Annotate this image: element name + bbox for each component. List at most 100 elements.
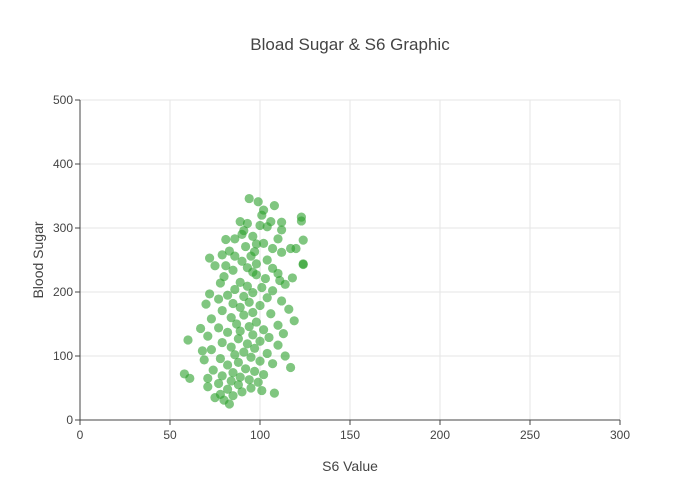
scatter-point[interactable] [223, 384, 233, 394]
scatter-point[interactable] [223, 360, 233, 370]
scatter-point[interactable] [298, 235, 308, 245]
scatter-point[interactable] [280, 279, 290, 289]
scatter-point[interactable] [277, 225, 287, 235]
scatter-point[interactable] [246, 352, 256, 362]
scatter-point[interactable] [214, 323, 224, 333]
scatter-point[interactable] [235, 302, 245, 312]
scatter-point[interactable] [277, 247, 287, 257]
scatter-point[interactable] [233, 334, 243, 344]
scatter-point[interactable] [266, 309, 276, 319]
scatter-point[interactable] [185, 373, 195, 383]
scatter-point[interactable] [253, 197, 263, 207]
scatter-point[interactable] [248, 288, 258, 298]
scatter-point[interactable] [268, 243, 278, 254]
scatter-point[interactable] [255, 336, 265, 346]
scatter-point[interactable] [248, 307, 258, 318]
scatter-point[interactable] [257, 210, 267, 220]
scatter-point[interactable] [246, 251, 256, 261]
scatter-point[interactable] [286, 362, 296, 373]
scatter-point[interactable] [277, 217, 287, 227]
scatter-point[interactable] [296, 216, 306, 226]
scatter-point[interactable] [210, 261, 220, 271]
scatter-point[interactable] [237, 229, 247, 239]
scatter-point[interactable] [242, 339, 252, 349]
scatter-point[interactable] [269, 388, 279, 398]
scatter-point[interactable] [228, 368, 238, 378]
scatter-point[interactable] [248, 231, 258, 241]
scatter-point[interactable] [224, 399, 234, 409]
scatter-point[interactable] [251, 270, 261, 280]
scatter-point[interactable] [230, 350, 240, 360]
scatter-point[interactable] [262, 222, 272, 232]
scatter-point[interactable] [262, 255, 272, 265]
scatter-point[interactable] [206, 345, 216, 355]
scatter-point[interactable] [217, 250, 227, 260]
scatter-point[interactable] [273, 268, 283, 279]
scatter-point[interactable] [203, 382, 213, 392]
scatter-point[interactable] [228, 391, 238, 401]
scatter-point[interactable] [250, 343, 260, 353]
scatter-point[interactable] [260, 273, 270, 284]
scatter-point[interactable] [230, 284, 240, 295]
scatter-point[interactable] [255, 220, 265, 231]
scatter-point[interactable] [273, 340, 283, 350]
scatter-point[interactable] [196, 323, 206, 334]
scatter-point[interactable] [221, 261, 231, 271]
scatter-point[interactable] [233, 357, 243, 367]
scatter-point[interactable] [268, 359, 278, 369]
scatter-point[interactable] [255, 300, 265, 311]
scatter-point[interactable] [262, 348, 272, 359]
scatter-point[interactable] [230, 251, 240, 261]
scatter-point[interactable] [235, 326, 245, 336]
scatter-point[interactable] [223, 327, 233, 337]
scatter-point[interactable] [278, 329, 288, 339]
scatter-point[interactable] [259, 369, 269, 380]
scatter-point[interactable] [255, 356, 265, 366]
scatter-point[interactable] [203, 373, 213, 383]
scatter-point[interactable] [244, 321, 254, 332]
scatter-point[interactable] [291, 243, 301, 254]
scatter-point[interactable] [284, 304, 294, 314]
scatter-point[interactable] [215, 278, 225, 288]
scatter-point[interactable] [214, 294, 224, 304]
scatter-point[interactable] [242, 281, 252, 291]
scatter-point[interactable] [221, 234, 231, 245]
scatter-point[interactable] [228, 298, 238, 309]
scatter-point[interactable] [228, 265, 238, 275]
scatter-point[interactable] [183, 335, 193, 345]
scatter-point[interactable] [210, 393, 220, 403]
scatter-point[interactable] [235, 372, 245, 382]
scatter-point[interactable] [248, 330, 258, 340]
scatter-point[interactable] [257, 385, 267, 396]
scatter-point[interactable] [298, 259, 308, 270]
scatter-point[interactable] [244, 193, 254, 204]
scatter-point[interactable] [262, 293, 272, 303]
scatter-point[interactable] [239, 310, 249, 320]
scatter-point[interactable] [226, 313, 236, 323]
scatter-point[interactable] [223, 290, 233, 300]
scatter-point[interactable] [235, 217, 245, 227]
scatter-point[interactable] [277, 296, 287, 306]
scatter-point[interactable] [264, 332, 274, 343]
scatter-point[interactable] [235, 277, 245, 287]
scatter-point[interactable] [239, 291, 249, 302]
scatter-point[interactable] [215, 353, 225, 364]
scatter-point[interactable] [199, 355, 209, 365]
scatter-point[interactable] [233, 380, 243, 390]
scatter-point[interactable] [251, 317, 261, 327]
scatter-point[interactable] [237, 387, 247, 397]
scatter-point[interactable] [214, 378, 224, 389]
scatter-point[interactable] [230, 234, 240, 244]
scatter-point[interactable] [244, 297, 254, 307]
scatter-point[interactable] [205, 289, 215, 299]
scatter-point[interactable] [241, 364, 251, 374]
scatter-point[interactable] [269, 201, 279, 211]
scatter-point[interactable] [244, 375, 254, 385]
scatter-point[interactable] [246, 383, 256, 393]
scatter-point[interactable] [280, 351, 290, 361]
scatter-point[interactable] [237, 256, 247, 266]
scatter-point[interactable] [241, 241, 251, 252]
scatter-point[interactable] [259, 325, 269, 335]
scatter-point[interactable] [226, 342, 236, 352]
scatter-point[interactable] [259, 238, 269, 248]
